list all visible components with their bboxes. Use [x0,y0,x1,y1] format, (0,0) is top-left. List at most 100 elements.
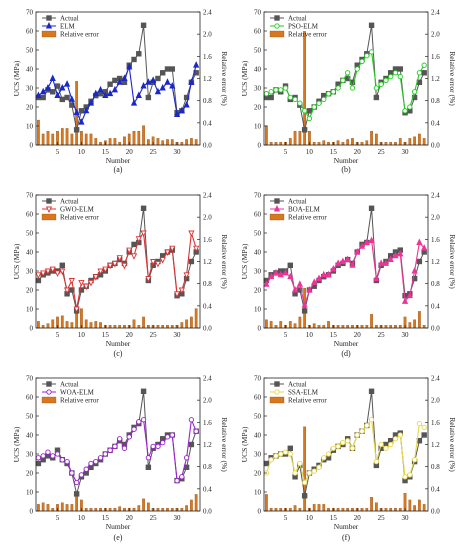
y-tick-label: 50 [26,413,34,421]
y2-tick-label: 0.4 [431,119,440,127]
data-point [321,455,327,461]
data-point [59,96,65,103]
data-point [178,287,185,295]
error-bar [89,133,93,146]
y2-tick-label: 1.2 [203,75,212,83]
error-bar [422,138,426,146]
data-point [392,436,399,442]
error-bar [70,322,74,329]
error-bar [60,502,64,512]
y-tick-label: 60 [254,28,262,36]
error-bar [317,325,321,329]
y2-tick-label: 1.6 [203,53,212,61]
x-tick-label: 30 [402,514,410,522]
y-tick-label: 30 [26,85,34,93]
data-point [311,104,317,110]
x-tick-label: 5 [284,331,288,339]
x-tick-label: 15 [330,331,338,339]
data-point [97,455,104,461]
data-point [87,99,95,106]
x-tick-label: 20 [354,331,362,339]
y-tick-label: 10 [254,489,262,497]
data-point [397,249,404,257]
data-point [407,104,413,110]
error-bar [99,322,102,329]
data-point [344,255,351,263]
error-bar [89,508,93,512]
data-point [330,89,336,95]
chart-panel-1: 0 10 20 30 40 50 60 70 0.0 0.4 0.8 1.2 1.6 2.0 2.4 5 10 1… [12,9,229,175]
y2-tick-label: 1.2 [203,258,212,266]
data-point [183,101,190,108]
error-bar [132,130,136,146]
data-point [73,479,80,486]
data-point [306,115,313,122]
x-tick-label: 30 [174,331,182,339]
y2-tick-label: 1.2 [431,441,440,449]
error-bar [398,138,402,146]
x-axis-label: Number [334,339,359,348]
error-bar [156,138,160,146]
data-point [268,89,274,95]
error-bar [375,502,378,512]
legend-marker [274,15,280,21]
data-point [83,466,89,472]
data-point [178,106,185,114]
legend-marker [274,381,280,387]
y2-tick-label: 1.6 [431,419,440,427]
legend-label: PSO-ELM [288,23,319,31]
data-point [193,245,200,253]
data-point [397,66,403,72]
data-point [106,89,114,97]
y-tick-label: 40 [26,66,34,74]
data-point [292,470,298,476]
data-point [126,434,132,440]
data-point [73,306,80,314]
data-point [92,274,99,281]
error-bar [370,496,373,512]
x-axis-label: Number [334,522,359,531]
error-bar [293,130,297,146]
y-axis-label: UCS (MPa) [240,243,249,279]
data-point [421,70,427,76]
error-bar [37,504,40,512]
data-point [50,453,56,459]
y2-tick-label: 2.0 [203,31,212,39]
y-tick-label: 0 [30,142,34,150]
error-bar [84,319,88,329]
data-point [292,96,298,103]
data-point [188,258,195,265]
data-point [35,91,42,99]
error-bar [413,505,416,512]
y2-tick-label: 0.0 [203,325,212,333]
data-point [416,258,423,265]
error-bar [274,325,278,329]
data-point [388,441,394,448]
error-bar [360,508,364,512]
error-bar [46,130,50,146]
y2-tick-label: 0.8 [203,463,212,471]
x-tick-label: 15 [330,514,338,522]
data-point [135,91,142,99]
data-point [188,78,195,85]
error-bar [108,325,112,329]
error-bar [190,138,193,146]
y2-axis-label: Relative error (%) [220,234,229,289]
error-bar [180,142,184,146]
data-point [88,460,94,467]
y-tick-label: 70 [254,9,262,17]
error-bar [288,321,292,329]
data-point [407,472,413,478]
data-point [411,457,418,463]
legend-marker [274,23,280,29]
data-point [406,291,413,299]
data-point [159,257,166,264]
error-bar [341,325,345,329]
error-bar [327,142,330,146]
data-point [97,85,104,93]
data-point [397,73,403,80]
error-bar [99,508,102,512]
error-bar [137,130,141,146]
data-point [287,94,293,101]
data-point [54,451,61,457]
